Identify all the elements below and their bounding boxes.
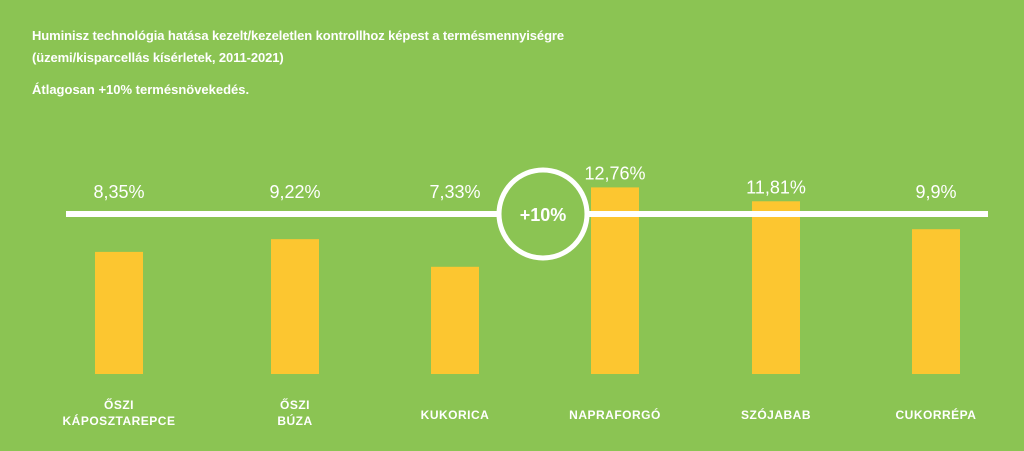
chart-title-line-2: (üzemi/kisparcellás kísérletek, 2011-202… [32, 50, 284, 65]
chart-title-line-1: Huminisz technológia hatása kezelt/kezel… [32, 28, 564, 43]
bar [912, 229, 960, 374]
category-label: ŐSZI [104, 397, 134, 412]
bar [752, 201, 800, 374]
data-label: 7,33% [429, 182, 480, 202]
category-label: BÚZA [277, 413, 312, 428]
average-label: +10% [520, 205, 567, 225]
category-label: SZÓJABAB [741, 407, 811, 422]
bar [431, 266, 479, 374]
category-label: CUKORRÉPA [896, 407, 977, 422]
average-note: Átlagosan +10% termésnövekedés. [32, 82, 250, 97]
chart-title: Huminisz technológia hatása kezelt/kezel… [32, 25, 564, 69]
average-circle [496, 167, 590, 261]
category-label: NAPRAFORGÓ [569, 407, 661, 422]
data-label: 12,76% [584, 163, 645, 183]
bar [271, 239, 319, 374]
data-label: 11,81% [746, 177, 806, 197]
category-label: ŐSZI [280, 397, 310, 412]
data-label: 8,35% [93, 182, 144, 202]
category-label: KÁPOSZTAREPCE [63, 413, 176, 428]
data-label: 9,9% [915, 182, 956, 202]
bar [95, 251, 143, 374]
category-label: KUKORICA [421, 408, 490, 422]
data-label: 9,22% [269, 182, 320, 202]
bar [591, 187, 639, 374]
